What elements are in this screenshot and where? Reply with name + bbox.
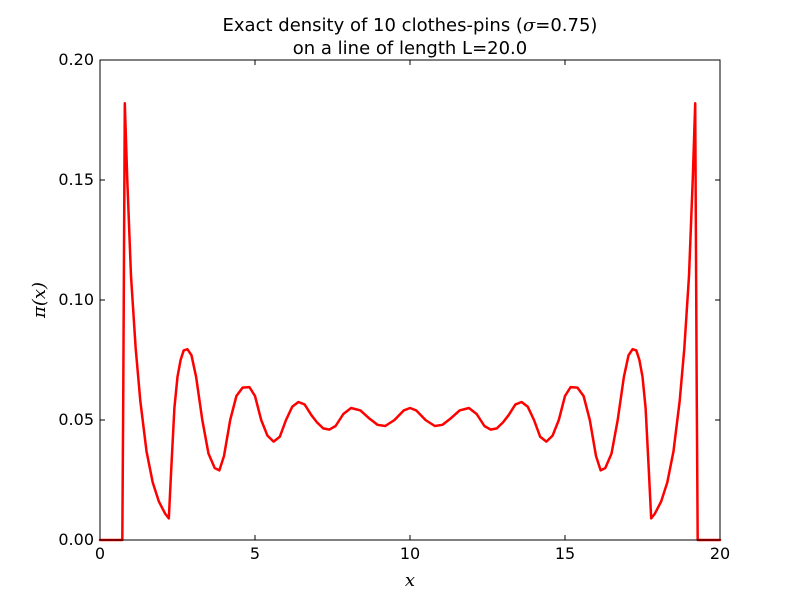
x-tick-label: 15 [555, 544, 575, 563]
chart-title-line2: on a line of length L=20.0 [293, 38, 527, 59]
x-tick-label: 5 [250, 544, 260, 563]
title-sigma-symbol: σ [523, 15, 536, 36]
plot-area [98, 101, 722, 542]
x-tick-label: 0 [95, 544, 105, 563]
y-tick-label: 0.20 [58, 50, 94, 69]
x-tick-label: 20 [710, 544, 730, 563]
chart-title-line1: Exact density of 10 clothes-pins (σ=0.75… [223, 15, 598, 36]
y-axis-label: π(x) [29, 282, 50, 319]
x-tick-label: 10 [400, 544, 420, 563]
density-curve-series-0 [98, 101, 722, 542]
y-tick-label: 0.00 [58, 530, 94, 549]
x-axis-label: x [405, 570, 415, 591]
y-tick-label: 0.10 [58, 290, 94, 309]
x-axis-ticks: 0 5 10 15 20 [95, 60, 730, 563]
y-tick-label: 0.15 [58, 170, 94, 189]
y-tick-label: 0.05 [58, 410, 94, 429]
y-axis-ticks: 0.00 0.05 0.10 0.15 0.20 [58, 50, 720, 549]
